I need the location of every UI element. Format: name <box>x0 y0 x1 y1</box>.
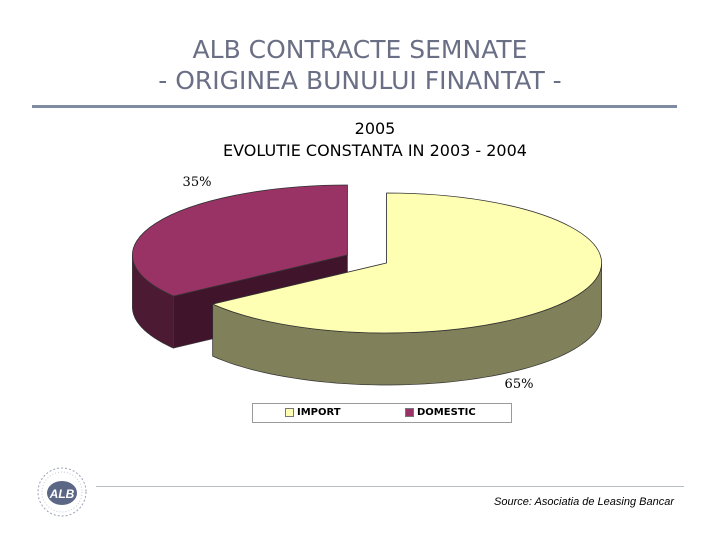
legend-swatch-import <box>285 408 294 417</box>
legend-item-import: IMPORT <box>285 407 341 418</box>
slide-title: ALB CONTRACTE SEMNATE - ORIGINEA BUNULUI… <box>0 34 720 96</box>
alb-logo: ALB <box>37 467 87 517</box>
slide-title-line2: - ORIGINEA BUNULUI FINANTAT - <box>158 66 562 95</box>
pie-slice-domestic <box>132 184 348 297</box>
legend-label-import: IMPORT <box>297 407 341 418</box>
title-divider <box>32 105 677 108</box>
legend-label-domestic: DOMESTIC <box>417 407 476 418</box>
data-label-domestic: 35% <box>183 175 212 190</box>
chart-title-line1: 2005 <box>354 119 396 138</box>
logo-text: ALB <box>49 487 75 501</box>
pie-slice-import <box>211 192 602 334</box>
footer-divider <box>96 486 684 487</box>
chart-title-line2: EVOLUTIE CONSTANTA IN 2003 - 2004 <box>223 141 527 160</box>
legend-item-domestic: DOMESTIC <box>405 407 476 418</box>
source-note: Source: Asociatia de Leasing Bancar <box>494 496 674 508</box>
chart-legend: IMPORT DOMESTIC <box>252 403 512 423</box>
legend-swatch-domestic <box>405 408 414 417</box>
slide-title-line1: ALB CONTRACTE SEMNATE <box>192 35 528 64</box>
data-label-import: 65% <box>505 377 534 392</box>
chart-title: 2005 EVOLUTIE CONSTANTA IN 2003 - 2004 <box>0 118 720 162</box>
